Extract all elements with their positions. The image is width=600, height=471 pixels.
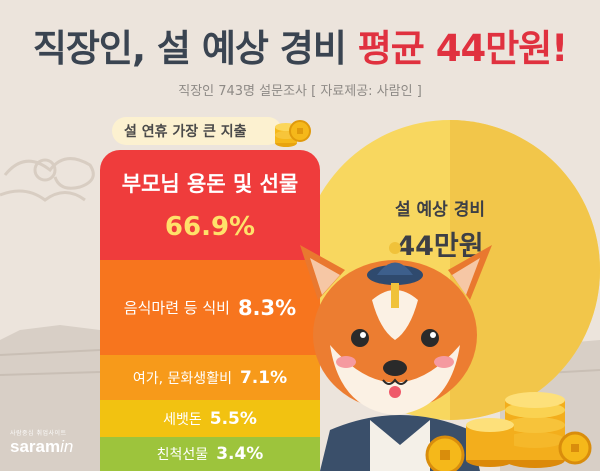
title-highlight: 평균 44만원! xyxy=(357,27,568,70)
bar-value: 66.9% xyxy=(164,212,256,242)
brand-name-b: in xyxy=(60,437,74,456)
bar-label: 여가, 문화생활비 xyxy=(132,370,232,387)
bar-label: 친척선물 xyxy=(156,447,209,463)
bar-label: 부모님 용돈 및 선물 xyxy=(121,172,299,196)
title-part1: 직장인, 설 예상 경비 xyxy=(32,27,358,70)
brand-logo: 사람중심 취업사이트 saramin xyxy=(10,428,73,457)
bar-label: 음식마련 등 식비 xyxy=(123,299,230,317)
brand-name-a: saram xyxy=(10,437,61,456)
bar-value: 3.4% xyxy=(216,444,264,464)
cloud-left-icon xyxy=(0,157,95,202)
subtitle: 직장인 743명 설문조사 [ 자료제공: 사람인 ] xyxy=(178,84,422,99)
bar-leisure-expense: 여가, 문화생활비 7.1% xyxy=(100,355,320,400)
bar-label: 세뱃돈 xyxy=(163,411,202,428)
brand-name: saramin xyxy=(10,437,73,457)
bar-value: 7.1% xyxy=(239,367,288,388)
chart-heading-label: 설 연휴 가장 큰 지출 xyxy=(124,124,247,140)
page-title: 직장인, 설 예상 경비 평균 44만원! xyxy=(0,18,600,72)
bar-new-year-money: 세뱃돈 5.5% xyxy=(100,400,320,437)
budget-value: 44만원 xyxy=(396,231,484,262)
bar-food-expense: 음식마련 등 식비 8.3% xyxy=(100,260,320,355)
budget-label: 설 예상 경비 xyxy=(394,200,486,220)
bar-parents-allowance: 부모님 용돈 및 선물 66.9% xyxy=(100,150,320,260)
coin-stack-icon xyxy=(275,120,311,147)
bar-value: 8.3% xyxy=(237,295,297,320)
bar-value: 5.5% xyxy=(209,408,257,429)
chart-heading: 설 연휴 가장 큰 지출 xyxy=(112,117,282,145)
bar-relatives-gifts: 친척선물 3.4% xyxy=(100,437,320,471)
brand-tagline: 사람중심 취업사이트 xyxy=(10,430,67,437)
moon-icon xyxy=(300,120,600,420)
